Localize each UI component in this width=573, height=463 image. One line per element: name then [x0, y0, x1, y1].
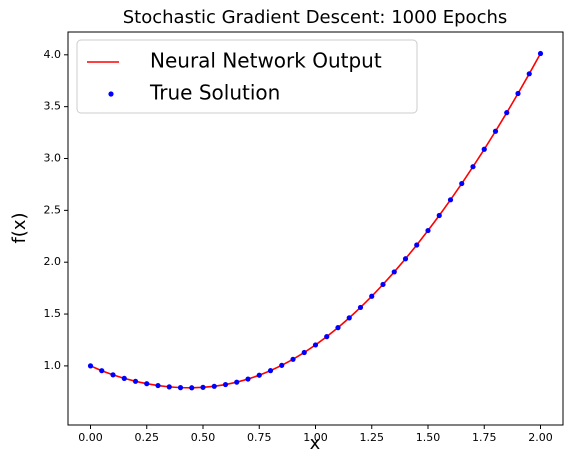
y-tick-label: 3.5 — [44, 100, 62, 113]
series-point — [99, 368, 105, 374]
series-point — [357, 304, 364, 311]
series-point — [279, 362, 285, 368]
legend-box — [76, 39, 418, 114]
y-axis-label: f(x) — [9, 212, 30, 243]
y-tick-label: 3.0 — [44, 152, 62, 165]
x-tick-label: 0.25 — [135, 431, 160, 444]
x-tick-label: 1.00 — [303, 431, 328, 444]
series-point — [526, 71, 532, 77]
x-axis-label: x — [310, 433, 321, 454]
series-point — [402, 256, 409, 262]
series-point — [155, 382, 161, 389]
x-tick-label: 0.50 — [191, 431, 216, 444]
series-point — [492, 128, 499, 134]
legend-marker — [108, 91, 114, 97]
series-point — [380, 281, 386, 288]
series-point — [324, 334, 330, 340]
series-point — [110, 372, 116, 378]
series-point — [425, 227, 431, 234]
series-point — [166, 384, 172, 390]
series-point — [537, 50, 544, 57]
series-point — [211, 383, 217, 389]
series-point — [346, 315, 352, 321]
series-point — [245, 376, 251, 382]
series-point — [256, 372, 262, 378]
y-tick-label: 4.0 — [44, 48, 62, 61]
series-point — [312, 342, 319, 348]
y-tick-label: 1.5 — [44, 307, 62, 320]
series-point — [144, 381, 150, 387]
series-point — [335, 325, 341, 331]
series-point — [222, 381, 229, 388]
series-point — [470, 164, 476, 170]
x-tick-label: 1.50 — [416, 431, 441, 444]
x-tick-label: 2.00 — [528, 431, 553, 444]
series-point — [121, 375, 127, 381]
series-point — [504, 110, 510, 116]
series-point — [301, 349, 307, 356]
series-point — [447, 197, 454, 203]
x-tick-label: 1.75 — [472, 431, 497, 444]
plot-frame — [67, 31, 564, 426]
series-point — [132, 378, 139, 384]
x-tick-label: 0.75 — [247, 431, 272, 444]
series-point — [391, 269, 397, 275]
series-point — [267, 368, 274, 374]
series-point — [515, 90, 521, 97]
series-point — [369, 293, 375, 299]
series-point — [189, 385, 195, 391]
series-point — [436, 212, 442, 219]
legend-label: True Solution — [149, 81, 280, 105]
series-point — [234, 379, 240, 385]
series-point — [481, 146, 487, 152]
series-point — [177, 385, 184, 391]
y-tick-label: 1.0 — [44, 359, 62, 372]
series-point — [414, 242, 420, 248]
x-tick-label: 0.00 — [78, 431, 103, 444]
series-point — [459, 180, 465, 187]
series-point — [200, 384, 206, 390]
chart-title: Stochastic Gradient Descent: 1000 Epochs — [123, 7, 508, 28]
series-point — [87, 363, 94, 369]
y-tick-label: 2.0 — [44, 255, 62, 268]
legend-label: Neural Network Output — [150, 49, 382, 73]
series-point — [290, 356, 296, 362]
x-tick-label: 1.25 — [360, 431, 385, 444]
y-tick-label: 2.5 — [44, 203, 62, 216]
